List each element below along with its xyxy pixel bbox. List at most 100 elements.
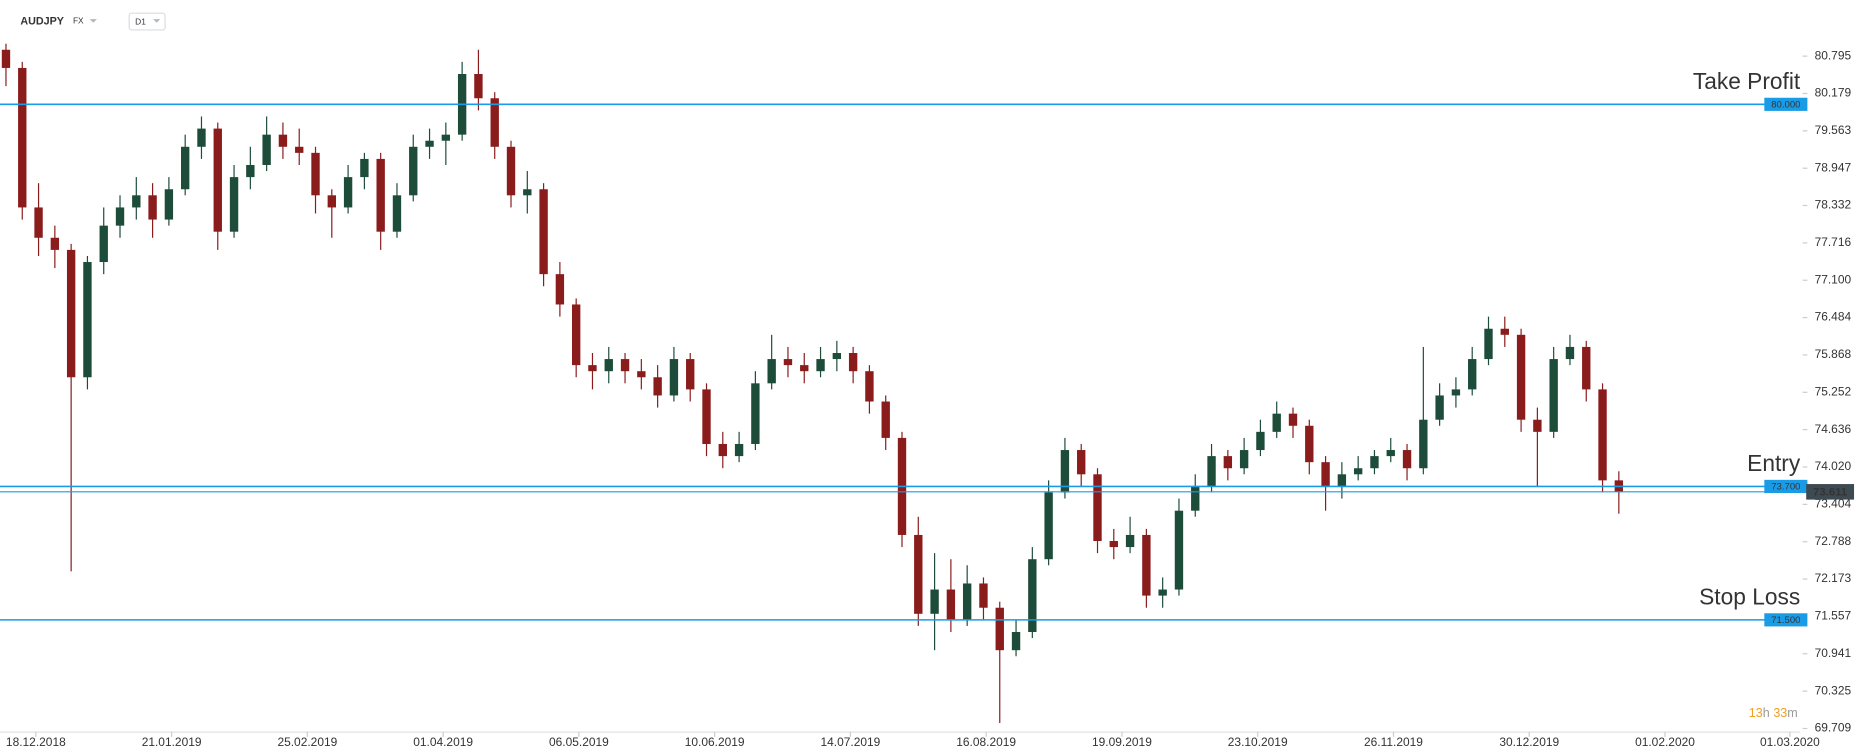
y-tick-label: 74.020 [1815, 459, 1852, 473]
interval[interactable]: D1 [135, 16, 146, 26]
candle-body [1582, 346, 1591, 390]
candle-body [523, 189, 532, 196]
candle-body [360, 158, 369, 178]
level-label-box [1764, 97, 1808, 111]
candle-body [278, 134, 288, 147]
y-tick-label: 75.868 [1815, 347, 1852, 361]
level-label-box [1764, 613, 1808, 627]
candle-body [1142, 534, 1151, 596]
candle-body [1125, 534, 1135, 548]
candle-body [637, 371, 646, 378]
candle-body [229, 177, 239, 232]
candle-body [1468, 359, 1477, 390]
candle-body [1223, 456, 1233, 469]
candle-body [588, 365, 597, 372]
candle-body [148, 195, 157, 220]
y-tick-label: 77.716 [1815, 235, 1852, 249]
candle-body [1337, 474, 1347, 487]
candle-body [99, 225, 108, 263]
interval-dropdown[interactable] [153, 19, 161, 23]
candle-body [1011, 631, 1021, 651]
y-tick-label: 80.179 [1815, 86, 1852, 100]
candle-body [1419, 419, 1428, 469]
candle-body [246, 164, 255, 178]
candle-body [506, 146, 516, 196]
candle-body [832, 352, 842, 360]
candle-body [1272, 413, 1281, 432]
symbol[interactable]: AUDJPY [20, 15, 64, 27]
y-tick-label: 75.252 [1815, 384, 1852, 398]
x-tick-label: 18.12.2018 [6, 735, 66, 749]
candle-body [1321, 462, 1330, 487]
y-tick-label: 72.173 [1815, 571, 1852, 585]
candle-body [1370, 456, 1379, 469]
candle-body [1109, 541, 1118, 548]
candle-body [34, 207, 43, 238]
candle-body [441, 134, 451, 141]
x-tick-label: 25.02.2019 [277, 735, 337, 749]
x-tick-label: 23.10.2019 [1228, 735, 1288, 749]
candle-body [425, 140, 434, 147]
candle-body [1484, 328, 1493, 360]
y-tick-label: 78.947 [1815, 160, 1852, 174]
candle-body [783, 359, 793, 366]
candle-body [620, 359, 630, 372]
candle-body [555, 274, 565, 305]
candle-body [1207, 456, 1216, 487]
candle-body [669, 359, 679, 396]
candle-body [686, 359, 695, 390]
x-tick-label: 06.05.2019 [549, 735, 609, 749]
candle-body [1353, 468, 1363, 475]
y-tick-label: 71.557 [1815, 609, 1852, 623]
x-tick-label: 21.01.2019 [142, 735, 202, 749]
candle-body [1549, 359, 1558, 432]
candle-body [50, 237, 60, 250]
level-name: Entry [1747, 450, 1801, 476]
candle-body [1288, 413, 1298, 426]
candle-body [1565, 346, 1575, 360]
candle-body [1435, 395, 1444, 420]
timer-part: m [1787, 706, 1797, 720]
timer-part: 13 [1749, 706, 1763, 720]
candle-body [1060, 450, 1070, 493]
candle-body [1191, 486, 1200, 511]
y-tick-label: 73.404 [1815, 497, 1852, 511]
candle-body [327, 195, 336, 208]
x-tick-label: 10.06.2019 [685, 735, 745, 749]
candle-body [702, 389, 711, 444]
x-tick-label: 01.04.2019 [413, 735, 473, 749]
market[interactable]: FX [73, 16, 84, 26]
candle-body [164, 189, 174, 220]
candle-body [914, 534, 923, 614]
candle-body [197, 128, 206, 147]
candle-body [180, 146, 190, 190]
candle-body [539, 189, 548, 275]
y-tick-label: 77.100 [1815, 272, 1852, 286]
candle-body [800, 365, 809, 372]
candle-body [295, 146, 304, 153]
candle-body [1239, 450, 1249, 469]
candle-body [83, 262, 92, 378]
candle-body [132, 195, 141, 208]
candle-body [1028, 559, 1037, 632]
header: AUDJPY FX D1 [20, 12, 166, 31]
candle-body [474, 74, 483, 99]
y-tick-label: 76.484 [1815, 310, 1852, 324]
timer-part: 33 [1773, 706, 1787, 720]
candle-body [343, 177, 353, 208]
candle-body [816, 359, 825, 372]
candle-body [995, 607, 1004, 651]
candle-body [1305, 425, 1314, 463]
last-price-label: 73.611 [1813, 486, 1847, 498]
candle-body [767, 359, 776, 384]
candle-body [979, 583, 988, 608]
candle-body [1158, 589, 1167, 596]
candle-body [718, 443, 727, 457]
x-tick-label: 19.09.2019 [1092, 735, 1152, 749]
level-label-box [1764, 479, 1808, 494]
interval-box[interactable] [128, 12, 166, 31]
x-tick-label: 16.08.2019 [956, 735, 1016, 749]
market-dropdown[interactable] [89, 19, 97, 23]
